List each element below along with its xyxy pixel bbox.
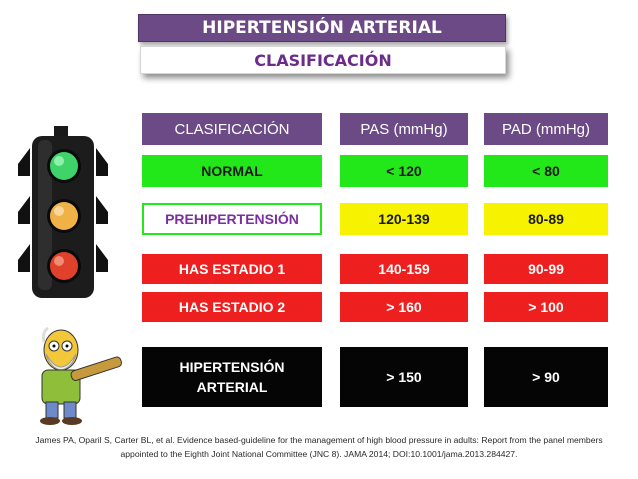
slide-title: HIPERTENSIÓN ARTERIAL	[138, 14, 506, 42]
row-prehypertension-pad: 80-89	[484, 203, 608, 235]
citation-line-1: James PA, Oparil S, Carter BL, et al. Ev…	[35, 435, 603, 445]
row-hypertension-label-line2: ARTERIAL	[196, 379, 268, 395]
grandpa-illustration	[40, 326, 123, 425]
row-hypertension-label: HIPERTENSIÓN ARTERIAL	[142, 347, 322, 407]
row-stage2-pad: > 100	[484, 292, 608, 322]
row-prehypertension-label: PREHIPERTENSIÓN	[142, 203, 322, 235]
row-stage1-label: HAS ESTADIO 1	[142, 254, 322, 284]
row-hypertension-pas: > 150	[340, 347, 468, 407]
column-header-pad: PAD (mmHg)	[484, 113, 608, 145]
row-normal-pas: < 120	[340, 155, 468, 187]
row-prehypertension-pas: 120-139	[340, 203, 468, 235]
citation: James PA, Oparil S, Carter BL, et al. Ev…	[12, 433, 626, 461]
slide-subtitle: CLASIFICACIÓN	[140, 46, 506, 74]
row-stage1-pad: 90-99	[484, 254, 608, 284]
row-hypertension-pad: > 90	[484, 347, 608, 407]
row-normal-pad: < 80	[484, 155, 608, 187]
column-header-pas: PAS (mmHg)	[340, 113, 468, 145]
row-hypertension-label-line1: HIPERTENSIÓN	[179, 359, 285, 375]
citation-line-2: appointed to the Eighth Joint National C…	[120, 449, 518, 459]
column-header-classification: CLASIFICACIÓN	[142, 113, 322, 145]
row-stage2-label: HAS ESTADIO 2	[142, 292, 322, 322]
row-stage1-pas: 140-159	[340, 254, 468, 284]
traffic-light-icon	[18, 126, 108, 298]
row-stage2-pas: > 160	[340, 292, 468, 322]
row-normal-label: NORMAL	[142, 155, 322, 187]
